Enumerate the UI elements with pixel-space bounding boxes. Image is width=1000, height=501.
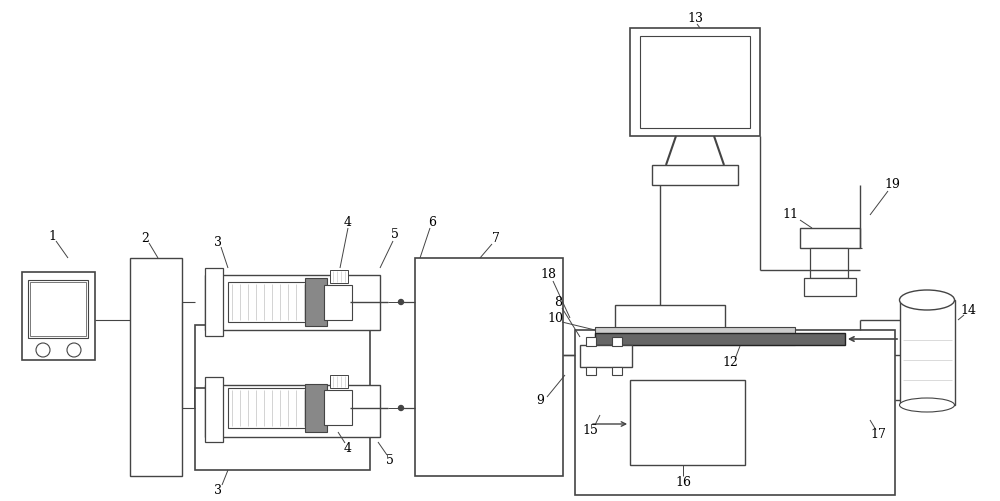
Bar (30, 282, 86, 336)
Ellipse shape (900, 398, 954, 412)
Text: 4: 4 (344, 441, 352, 454)
Bar (305, 278, 327, 326)
Text: 5: 5 (386, 453, 394, 466)
Text: 15: 15 (582, 423, 598, 436)
Bar (330, 270, 348, 283)
Bar (652, 165, 738, 185)
Bar (205, 268, 223, 336)
Bar (804, 278, 856, 296)
Bar (195, 388, 370, 470)
Text: 10: 10 (547, 312, 563, 325)
Bar (205, 377, 223, 442)
Text: 7: 7 (492, 231, 500, 244)
Bar (612, 367, 622, 375)
Ellipse shape (900, 290, 954, 310)
Bar (324, 285, 352, 320)
Bar (22, 272, 95, 360)
Text: 4: 4 (344, 215, 352, 228)
Bar (575, 330, 895, 495)
Text: 3: 3 (214, 235, 222, 248)
Bar (586, 367, 596, 375)
Bar (324, 390, 352, 425)
Bar (195, 325, 370, 407)
Bar (415, 258, 563, 476)
Text: 18: 18 (540, 269, 556, 282)
Text: 1: 1 (48, 229, 56, 242)
Text: 3: 3 (214, 483, 222, 496)
Bar (615, 305, 725, 333)
Bar (612, 337, 622, 346)
Text: 9: 9 (536, 393, 544, 406)
Text: 13: 13 (687, 12, 703, 25)
Bar (205, 275, 380, 330)
Bar (800, 228, 860, 248)
Circle shape (398, 300, 404, 305)
Text: 19: 19 (884, 178, 900, 191)
Bar (586, 337, 596, 346)
Text: 11: 11 (782, 208, 798, 221)
Bar (305, 384, 327, 432)
Text: 6: 6 (428, 215, 436, 228)
Text: 14: 14 (960, 304, 976, 317)
Bar (130, 258, 182, 476)
Bar (810, 248, 848, 278)
Text: 2: 2 (141, 231, 149, 244)
Bar (205, 385, 380, 437)
Bar (228, 388, 308, 428)
Bar (630, 380, 745, 465)
Text: 12: 12 (722, 357, 738, 370)
Circle shape (398, 405, 404, 410)
Bar (640, 36, 750, 128)
Text: 8: 8 (554, 296, 562, 309)
Bar (330, 375, 348, 388)
Bar (630, 28, 760, 136)
Bar (595, 333, 845, 345)
Text: 17: 17 (870, 428, 886, 441)
Circle shape (36, 343, 50, 357)
Bar (595, 327, 795, 345)
Text: 5: 5 (391, 228, 399, 241)
Bar (580, 345, 632, 367)
Text: 16: 16 (675, 475, 691, 488)
Bar (900, 300, 955, 405)
Bar (28, 280, 88, 338)
Bar (228, 282, 308, 322)
Circle shape (67, 343, 81, 357)
